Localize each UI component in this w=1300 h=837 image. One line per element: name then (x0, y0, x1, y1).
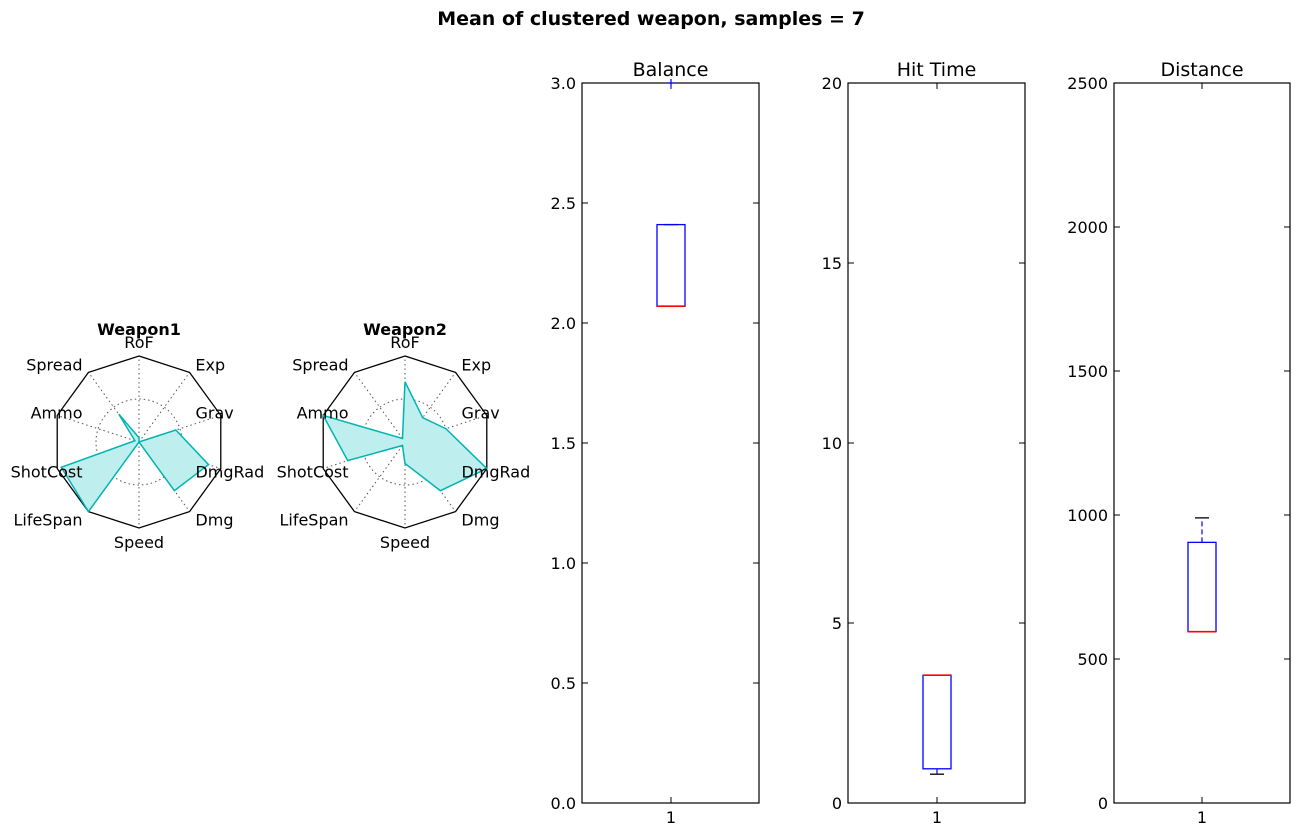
y-tick-label: 15 (822, 254, 842, 273)
y-tick-label: 1500 (1067, 362, 1108, 381)
box-chart-balance: Balance 0.0 0.5 1.0 1.5 2.0 2.5 3.0 1 (551, 59, 760, 827)
radar-axis-label: Exp (461, 355, 491, 374)
y-tick-label: 0 (1098, 794, 1108, 813)
radar-frame (322, 355, 488, 529)
y-tick-label: 5 (832, 614, 842, 633)
y-tick-label: 0.5 (551, 674, 576, 693)
radar-axis-label: Speed (380, 533, 430, 552)
box-iqr (922, 674, 952, 770)
y-tick-label: 2.5 (551, 194, 576, 213)
axes-frame (847, 82, 1026, 804)
y-tick-label: 3.0 (551, 74, 576, 93)
radar-title: Weapon2 (363, 320, 447, 339)
radar-spoke (354, 441, 406, 512)
radar-area (61, 414, 209, 512)
radar-axis-label: LifeSpan (279, 511, 348, 530)
y-tick-label: 2.0 (551, 314, 576, 333)
x-tick-label: 1 (1197, 808, 1207, 827)
radar-axis-label: ShotCost (11, 463, 83, 482)
y-tick-label: 0 (832, 794, 842, 813)
y-tick-label: 10 (822, 434, 842, 453)
radar-line (321, 381, 489, 492)
radar-axis-label: RoF (124, 333, 153, 352)
radar-axis-label: Ammo (31, 403, 83, 422)
radar-axis-label: Ammo (297, 403, 349, 422)
radar-frame (56, 355, 222, 529)
box-iqr (1187, 541, 1217, 633)
radar-axis-label: Spread (26, 355, 82, 374)
x-tick-label: 1 (932, 808, 942, 827)
radar-line (60, 413, 210, 513)
y-tick-label: 2500 (1067, 74, 1108, 93)
axes-title: Distance (1160, 59, 1243, 81)
radar-area (323, 381, 487, 491)
y-tick-label: 1.0 (551, 554, 576, 573)
y-tick-label: 1.5 (551, 434, 576, 453)
box-chart-distance: Distance 0 500 1000 1500 2000 2500 1 (1067, 59, 1291, 827)
radar-spoke (354, 372, 406, 443)
x-tick-label: 1 (666, 808, 676, 827)
y-tick-label: 0.0 (551, 794, 576, 813)
radar-chart-weapon2: RoF Exp Grav DmgRad Dmg Speed LifeSpan ShotCost… (277, 320, 531, 552)
radar-axis-label: Grav (461, 403, 499, 422)
axes-title: Balance (633, 59, 709, 81)
y-tick-label: 20 (822, 74, 842, 93)
figure-suptitle: Mean of clustered weapon, samples = 7 (437, 8, 865, 30)
axes-frame (581, 82, 760, 804)
radar-axis-label: Spread (292, 355, 348, 374)
radar-axis-label: DmgRad (461, 463, 530, 482)
axes-title: Hit Time (897, 59, 977, 81)
radar-axis-label: DmgRad (195, 463, 264, 482)
radar-spoke (57, 414, 140, 443)
box-chart-hit-time: Hit Time 0 5 10 15 20 1 (822, 59, 1026, 827)
radar-title: Weapon1 (97, 320, 181, 339)
radar-chart-weapon1: RoF Exp Grav DmgRad Dmg Speed LifeSpan ShotCost… (11, 320, 265, 552)
radar-axis-label: ShotCost (277, 463, 349, 482)
radar-axis-label: Dmg (195, 511, 233, 530)
y-tick-label: 500 (1077, 650, 1108, 669)
radar-axis-label: Dmg (461, 511, 499, 530)
radar-axis-label: Exp (195, 355, 225, 374)
radar-axis-label: Speed (114, 533, 164, 552)
radar-axis-label: Grav (195, 403, 233, 422)
box-iqr (656, 223, 686, 307)
radar-axis-label: LifeSpan (13, 511, 82, 530)
y-tick-label: 1000 (1067, 506, 1108, 525)
radar-spoke (138, 372, 190, 443)
y-tick-label: 2000 (1067, 218, 1108, 237)
axes-frame (1113, 82, 1291, 804)
subplots-layer: RoF Exp Grav DmgRad Dmg Speed LifeSpan ShotCost… (11, 59, 1291, 827)
radar-axis-label: RoF (390, 333, 419, 352)
